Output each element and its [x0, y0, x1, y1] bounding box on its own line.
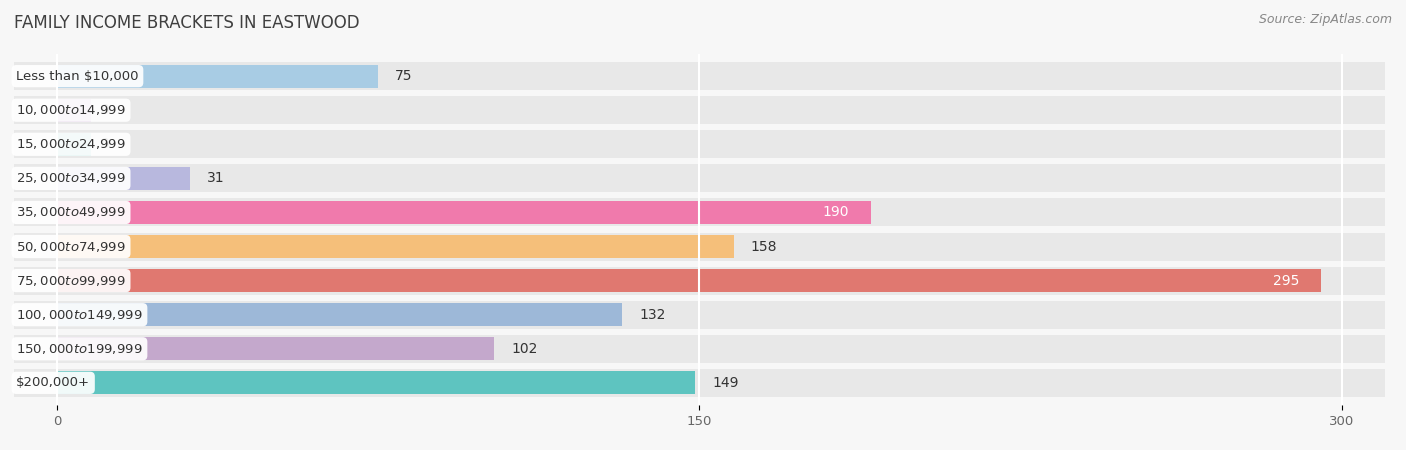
Bar: [14, 198, 1385, 226]
Text: 75: 75: [395, 69, 413, 83]
Text: $100,000 to $149,999: $100,000 to $149,999: [17, 308, 143, 322]
Text: 102: 102: [510, 342, 537, 356]
Bar: [14, 369, 1385, 397]
Bar: [56, 235, 734, 258]
Bar: [14, 335, 1385, 363]
Bar: [14, 62, 1385, 90]
Bar: [56, 99, 91, 122]
Bar: [14, 301, 1385, 328]
Text: FAMILY INCOME BRACKETS IN EASTWOOD: FAMILY INCOME BRACKETS IN EASTWOOD: [14, 14, 360, 32]
Bar: [56, 371, 695, 395]
Text: 149: 149: [713, 376, 738, 390]
Text: 31: 31: [207, 171, 225, 185]
Bar: [56, 337, 494, 360]
Text: 0: 0: [100, 137, 108, 151]
Text: $75,000 to $99,999: $75,000 to $99,999: [17, 274, 127, 288]
Bar: [56, 269, 1320, 292]
Bar: [14, 96, 1385, 124]
Bar: [56, 303, 623, 326]
Text: $150,000 to $199,999: $150,000 to $199,999: [17, 342, 143, 356]
Text: $15,000 to $24,999: $15,000 to $24,999: [17, 137, 127, 151]
Bar: [56, 167, 190, 190]
Text: $200,000+: $200,000+: [17, 376, 90, 389]
Bar: [56, 133, 91, 156]
Text: $25,000 to $34,999: $25,000 to $34,999: [17, 171, 127, 185]
Text: Source: ZipAtlas.com: Source: ZipAtlas.com: [1258, 14, 1392, 27]
Bar: [14, 233, 1385, 261]
Bar: [56, 201, 870, 224]
Bar: [56, 64, 378, 88]
Bar: [14, 164, 1385, 192]
Text: 295: 295: [1272, 274, 1299, 288]
Bar: [14, 267, 1385, 295]
Bar: [14, 130, 1385, 158]
Text: $50,000 to $74,999: $50,000 to $74,999: [17, 239, 127, 253]
Text: 158: 158: [751, 239, 778, 253]
Text: 132: 132: [640, 308, 666, 322]
Text: $35,000 to $49,999: $35,000 to $49,999: [17, 206, 127, 220]
Text: 190: 190: [823, 206, 849, 220]
Text: Less than $10,000: Less than $10,000: [17, 70, 139, 83]
Text: $10,000 to $14,999: $10,000 to $14,999: [17, 103, 127, 117]
Text: 0: 0: [100, 103, 108, 117]
